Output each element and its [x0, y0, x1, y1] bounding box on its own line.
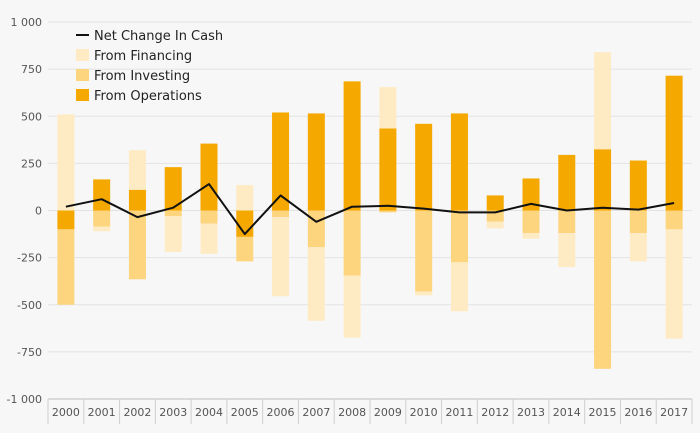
bar-from-operations-2013 [522, 178, 540, 211]
y-tick-label: -1 000 [7, 393, 42, 406]
bar-from-operations-2014 [558, 154, 576, 211]
x-tick-label: 2015 [589, 406, 617, 419]
bar-from-operations-2017 [665, 75, 683, 211]
bar-from-investing-2009 [379, 210, 397, 213]
bar-from-operations-2006 [272, 112, 290, 211]
bar-from-operations-2000 [57, 210, 75, 230]
y-tick-label: 750 [21, 63, 42, 76]
x-tick-label: 2009 [374, 406, 402, 419]
bar-from-operations-2012 [486, 195, 504, 211]
bar-from-investing-2010 [415, 210, 433, 292]
bar-from-operations-2009 [379, 128, 397, 211]
x-tick-label: 2011 [445, 406, 473, 419]
bar-from-investing-2014 [558, 210, 576, 234]
bar-from-operations-2011 [450, 113, 468, 211]
legend-label-from-financing: From Financing [94, 49, 192, 64]
bar-from-investing-2016 [629, 210, 647, 234]
x-tick-label: 2012 [481, 406, 509, 419]
x-tick-label: 2004 [195, 406, 223, 419]
bar-from-financing-2013 [522, 233, 540, 239]
bar-from-operations-2007 [307, 113, 325, 211]
bar-from-investing-2001 [93, 210, 111, 227]
y-tick-label: 250 [21, 157, 42, 170]
x-tick-label: 2006 [267, 406, 295, 419]
bar-from-investing-2017 [665, 210, 683, 230]
bar-from-financing-2007 [307, 247, 325, 321]
bar-from-investing-2015 [594, 210, 612, 369]
y-tick-label: 500 [21, 110, 42, 123]
net-change-line-group [65, 183, 675, 236]
x-tick-label: 2003 [159, 406, 187, 419]
legend-swatch-from-investing [76, 69, 89, 81]
bar-from-investing-2008 [343, 210, 361, 276]
x-tick-label: 2008 [338, 406, 366, 419]
bar-from-investing-2005 [236, 236, 254, 262]
bar-from-financing-2015 [594, 52, 612, 150]
bar-from-financing-2005 [236, 185, 254, 211]
bar-from-financing-2014 [558, 233, 576, 268]
bar-from-financing-2009 [379, 87, 397, 129]
legend-label-from-operations: From Operations [94, 89, 202, 104]
bar-from-financing-2004 [200, 223, 218, 254]
legend-label-net-change-in-cash: Net Change In Cash [94, 29, 223, 44]
bar-from-investing-2012 [486, 210, 504, 222]
x-tick-label: 2001 [88, 406, 116, 419]
y-tick-label: -750 [17, 346, 42, 359]
bar-from-financing-2012 [486, 221, 504, 229]
bar-from-operations-2015 [594, 149, 612, 211]
bar-from-financing-2008 [343, 275, 361, 338]
bar-from-operations-2002 [128, 189, 146, 211]
x-tick-label: 2013 [517, 406, 545, 419]
x-tick-label: 2014 [553, 406, 581, 419]
bar-from-investing-2002 [128, 210, 146, 280]
y-tick-label: 1 000 [11, 16, 43, 29]
bar-from-financing-2016 [629, 233, 647, 262]
bar-from-financing-2010 [415, 291, 433, 296]
y-tick-label: -250 [17, 252, 42, 265]
x-tick-label: 2005 [231, 406, 259, 419]
bar-from-financing-2001 [93, 226, 111, 232]
x-tick-label: 2002 [123, 406, 151, 419]
x-tick-label: 2007 [302, 406, 330, 419]
legend-swatch-from-financing [76, 49, 89, 61]
bar-from-operations-2003 [164, 167, 182, 211]
bar-from-financing-2011 [450, 262, 468, 312]
bars [57, 52, 683, 369]
bar-from-investing-2007 [307, 210, 325, 248]
legend-label-from-investing: From Investing [94, 69, 190, 84]
bar-from-financing-2003 [164, 216, 182, 252]
bar-from-operations-2008 [343, 81, 361, 211]
bar-from-operations-2001 [93, 179, 111, 211]
bar-from-financing-2017 [665, 229, 683, 339]
bar-from-investing-2006 [272, 210, 290, 218]
bar-from-operations-2016 [629, 160, 647, 211]
bar-from-financing-2002 [128, 150, 146, 190]
bar-from-investing-2003 [164, 210, 182, 217]
net-change-line [65, 183, 675, 236]
y-tick-label: 0 [35, 205, 42, 218]
legend-swatch-from-operations [76, 89, 89, 101]
bar-from-financing-2000 [57, 114, 75, 211]
bar-from-investing-2013 [522, 210, 540, 234]
bar-from-financing-2006 [272, 217, 290, 297]
bar-from-operations-2010 [415, 123, 433, 211]
x-tick-label: 2016 [624, 406, 652, 419]
x-axis: 2000 2001 2002 2003 2004 2005 2006 2007 2008 2009… [47, 398, 693, 424]
x-tick-label: 2000 [52, 406, 80, 419]
x-tick-label: 2010 [410, 406, 438, 419]
bar-from-investing-2011 [450, 210, 468, 263]
bar-from-investing-2000 [57, 229, 75, 305]
bar-from-investing-2004 [200, 210, 218, 224]
y-tick-label: -500 [17, 299, 42, 312]
y-axis-ticks: 1 000 750 500 250 0 -250 -500 -750 -1 000 [7, 16, 42, 406]
bar-from-operations-2004 [200, 143, 218, 211]
x-tick-label: 2017 [660, 406, 688, 419]
legend: Net Change In Cash From Financing From Inv… [76, 29, 223, 104]
